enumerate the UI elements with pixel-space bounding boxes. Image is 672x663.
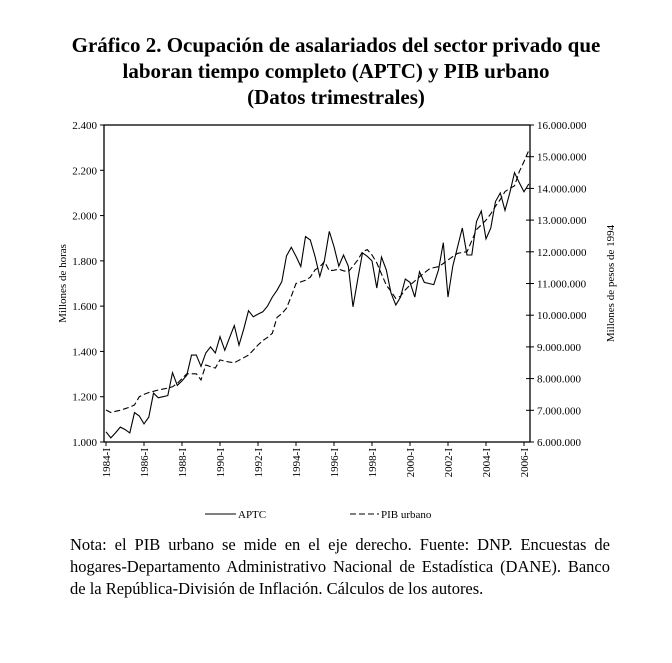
y-right-tick-label: 10.000.000 xyxy=(537,310,587,322)
x-tick-label: 2000-I xyxy=(405,448,417,478)
x-tick-label: 1986-I xyxy=(139,448,151,478)
y-left-tick-label: 2.000 xyxy=(72,211,97,223)
x-tick-label: 1990-I xyxy=(215,448,227,478)
y-left-tick-label: 2.200 xyxy=(72,165,97,177)
y-right-tick-label: 11.000.000 xyxy=(537,279,587,291)
chart-title: Gráfico 2. Ocupación de asalariados del … xyxy=(0,32,672,110)
legend-label-pib: PIB urbano xyxy=(381,509,432,521)
y-right-tick-label: 13.000.000 xyxy=(537,215,587,227)
title-line-2: laboran tiempo completo (APTC) y PIB urb… xyxy=(122,59,550,83)
series-line-aptc xyxy=(105,170,530,439)
y-right-tick-label: 12.000.000 xyxy=(537,247,587,259)
x-tick-label: 2002-I xyxy=(443,448,455,478)
y-right-axis-label: Millones de pesos de 1994 xyxy=(605,224,617,342)
title-line-1: Gráfico 2. Ocupación de asalariados del … xyxy=(71,33,601,57)
y-right-tick-label: 14.000.000 xyxy=(537,183,587,195)
legend-label-aptc: APTC xyxy=(238,509,266,521)
y-left-tick-label: 1.600 xyxy=(72,301,97,313)
y-left-tick-label: 1.400 xyxy=(72,346,97,358)
y-left-tick-label: 1.800 xyxy=(72,256,97,268)
x-tick-label: 1994-I xyxy=(291,448,303,478)
y-left-axis-label: Millones de horas xyxy=(57,244,69,323)
x-tick-label: 1988-I xyxy=(177,448,189,478)
y-right-tick-label: 6.000.000 xyxy=(537,437,582,449)
chart-note: Nota: el PIB urbano se mide en el eje de… xyxy=(70,535,610,598)
y-right-tick-label: 15.000.000 xyxy=(537,152,587,164)
y-left-tick-label: 2.400 xyxy=(72,120,97,132)
x-tick-label: 1998-I xyxy=(367,448,379,478)
x-tick-label: 1996-I xyxy=(329,448,341,478)
series-line-pib-urbano xyxy=(105,150,530,414)
x-tick-label: 1992-I xyxy=(253,448,265,478)
x-tick-label: 1984-I xyxy=(101,448,113,478)
y-right-tick-label: 8.000.000 xyxy=(537,374,582,386)
title-line-3: (Datos trimestrales) xyxy=(247,85,425,109)
y-right-tick-label: 7.000.000 xyxy=(537,405,582,417)
x-tick-label: 2004-I xyxy=(481,448,493,478)
y-left-tick-label: 1.000 xyxy=(72,437,97,449)
y-left-tick-label: 1.200 xyxy=(72,392,97,404)
y-right-tick-label: 9.000.000 xyxy=(537,342,582,354)
x-tick-label: 2006-I xyxy=(519,448,531,478)
y-right-tick-label: 16.000.000 xyxy=(537,120,587,132)
